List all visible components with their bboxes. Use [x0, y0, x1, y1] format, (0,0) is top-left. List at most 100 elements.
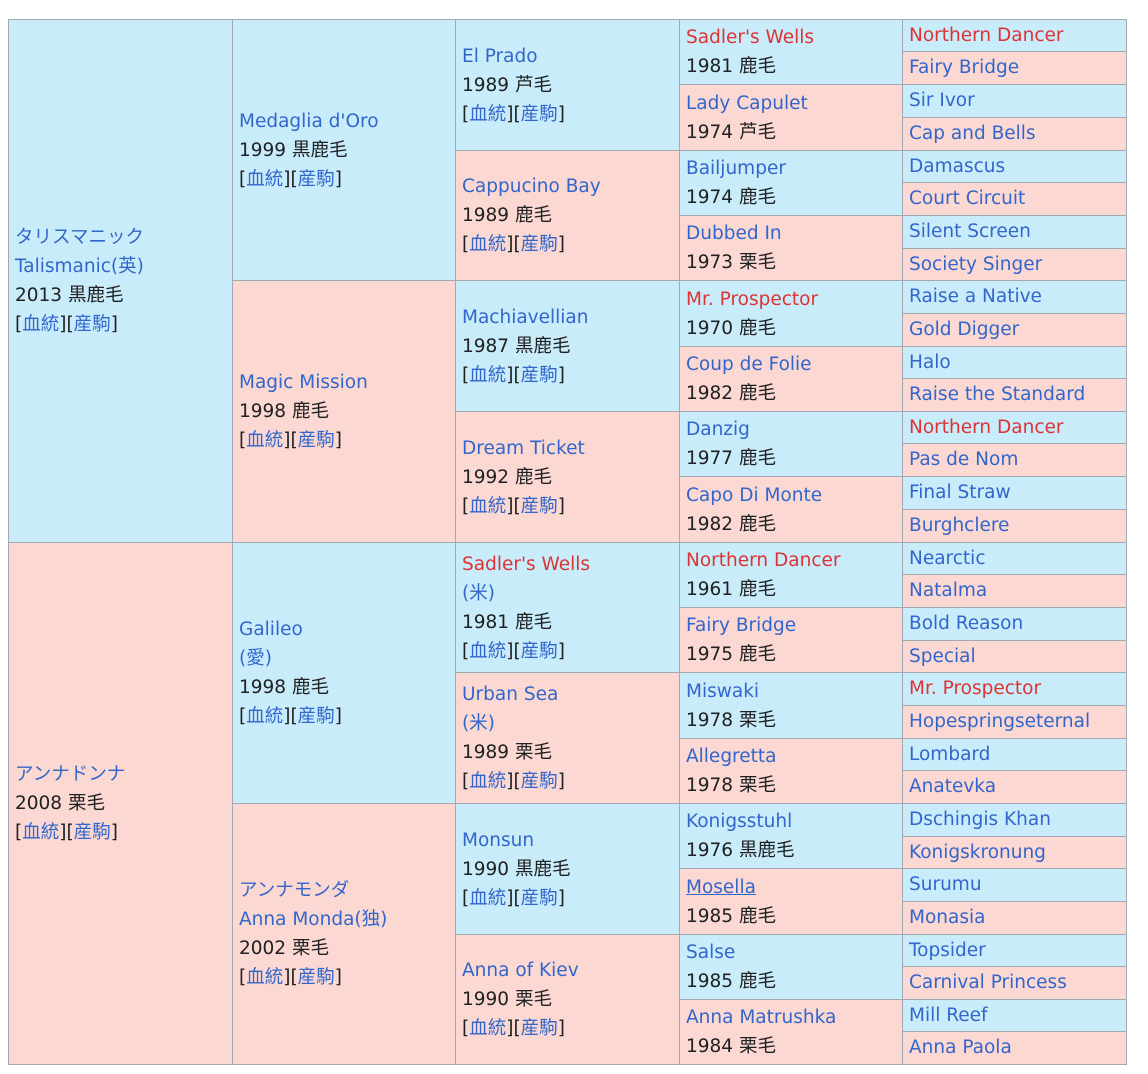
horse-name-link[interactable]: Salse: [686, 942, 736, 963]
horse-name-link[interactable]: アンナモンダ: [239, 880, 350, 901]
pedigree-link[interactable]: 血統: [469, 103, 507, 125]
horse-name-link[interactable]: Danzig: [686, 419, 750, 440]
horse-name-link[interactable]: Sir Ivor: [909, 90, 975, 111]
horse-birth-coat: 1970 鹿毛: [686, 317, 776, 339]
horse-name-link[interactable]: Monsun: [462, 829, 535, 851]
horse-name-link[interactable]: Dschingis Khan: [909, 809, 1051, 830]
horse-country-link[interactable]: (愛): [239, 648, 272, 669]
progeny-link[interactable]: 産駒: [520, 103, 558, 125]
horse-name-link[interactable]: Final Straw: [909, 482, 1011, 503]
horse-name-link[interactable]: Northern Dancer: [686, 550, 841, 571]
horse-name-link[interactable]: Miswaki: [686, 680, 760, 702]
horse-name-link[interactable]: Konigsstuhl: [686, 811, 793, 832]
horse-name-link[interactable]: Capo Di Monte: [686, 484, 823, 506]
horse-name-link[interactable]: Society Singer: [909, 253, 1043, 275]
horse-country-link[interactable]: (米): [462, 713, 495, 734]
horse-name-link[interactable]: アンナドンナ: [15, 764, 126, 785]
pedigree-link[interactable]: 血統: [246, 430, 284, 451]
horse-name-link[interactable]: Carnival Princess: [909, 972, 1067, 993]
progeny-link[interactable]: 産駒: [520, 364, 558, 386]
horse-name-link[interactable]: Bailjumper: [686, 158, 786, 179]
gen3-cell: Sadler's Wells (米) 1981 鹿毛 [血統][産駒]: [455, 542, 680, 673]
horse-name-link[interactable]: Konigskronung: [909, 841, 1046, 863]
pedigree-link[interactable]: 血統: [246, 706, 284, 727]
horse-name-link[interactable]: Magic Mission: [239, 372, 368, 393]
horse-birth-coat: 1961 鹿毛: [686, 579, 776, 600]
horse-alt-name-link[interactable]: Talismanic(英): [15, 256, 144, 277]
horse-name-link[interactable]: Mr. Prospector: [686, 288, 819, 310]
horse-name-link[interactable]: Galileo: [239, 619, 303, 640]
horse-name-link[interactable]: Allegretta: [686, 746, 777, 767]
horse-name-link[interactable]: Cappucino Bay: [462, 176, 601, 197]
horse-name-link[interactable]: Raise a Native: [909, 286, 1042, 307]
pedigree-link[interactable]: 血統: [469, 364, 507, 386]
horse-name-link[interactable]: Machiavellian: [462, 306, 589, 328]
horse-name-link[interactable]: Burghclere: [909, 515, 1010, 536]
horse-name-link[interactable]: El Prado: [462, 45, 538, 67]
progeny-link[interactable]: 産駒: [297, 430, 335, 451]
horse-name-link[interactable]: Lombard: [909, 743, 991, 765]
horse-links: [血統][産駒]: [239, 967, 342, 988]
progeny-link[interactable]: 産駒: [520, 1018, 558, 1039]
horse-name-link[interactable]: Mill Reef: [909, 1004, 988, 1026]
horse-name-link[interactable]: Nearctic: [909, 547, 986, 569]
horse-name-link[interactable]: Surumu: [909, 874, 982, 895]
horse-name-link[interactable]: Special: [909, 645, 976, 667]
horse-name-link[interactable]: Anna Matrushka: [686, 1007, 837, 1028]
horse-name-link[interactable]: Raise the Standard: [909, 384, 1086, 405]
horse-name-link[interactable]: Topsider: [909, 939, 986, 961]
horse-name-link[interactable]: Urban Sea: [462, 684, 559, 705]
pedigree-link[interactable]: 血統: [246, 967, 284, 988]
horse-name-link[interactable]: Medaglia d'Oro: [239, 110, 379, 132]
horse-name-link[interactable]: Natalma: [909, 580, 988, 601]
progeny-link[interactable]: 産駒: [297, 967, 335, 988]
pedigree-link[interactable]: 血統: [469, 1018, 507, 1039]
progeny-link[interactable]: 産駒: [520, 771, 558, 792]
progeny-link[interactable]: 産駒: [520, 887, 558, 909]
pedigree-link[interactable]: 血統: [22, 822, 60, 843]
gen3-cell: Cappucino Bay 1989 鹿毛 [血統][産駒]: [455, 150, 680, 281]
horse-name-link[interactable]: Bold Reason: [909, 613, 1024, 634]
horse-name-link[interactable]: Silent Screen: [909, 221, 1031, 242]
horse-name-link[interactable]: Monasia: [909, 907, 986, 928]
pedigree-link[interactable]: 血統: [469, 495, 507, 517]
progeny-link[interactable]: 産駒: [520, 234, 558, 255]
progeny-link[interactable]: 産駒: [73, 822, 111, 843]
horse-name-link[interactable]: Court Circuit: [909, 188, 1026, 209]
horse-name-link[interactable]: Gold Digger: [909, 319, 1020, 340]
progeny-link[interactable]: 産駒: [520, 640, 558, 662]
horse-name-link[interactable]: Mr. Prospector: [909, 678, 1042, 699]
horse-name-link[interactable]: タリスマニック: [15, 227, 144, 248]
horse-name-link[interactable]: Mosella: [686, 876, 756, 898]
horse-name-link[interactable]: Halo: [909, 351, 951, 373]
horse-name-link[interactable]: Northern Dancer: [909, 416, 1064, 438]
horse-name-link[interactable]: Anna of Kiev: [462, 960, 579, 981]
horse-name-link[interactable]: Dubbed In: [686, 223, 782, 244]
pedigree-link[interactable]: 血統: [469, 640, 507, 662]
horse-name-link[interactable]: Sadler's Wells: [686, 27, 815, 48]
horse-name-link[interactable]: Cap and Bells: [909, 123, 1036, 144]
horse-country-link[interactable]: (米): [462, 582, 495, 604]
horse-name-link[interactable]: Anna Paola: [909, 1037, 1012, 1058]
horse-name-link[interactable]: Fairy Bridge: [909, 57, 1020, 78]
progeny-link[interactable]: 産駒: [73, 314, 111, 335]
progeny-link[interactable]: 産駒: [297, 706, 335, 727]
pedigree-link[interactable]: 血統: [22, 314, 60, 335]
horse-name-link[interactable]: Fairy Bridge: [686, 615, 797, 636]
pedigree-link[interactable]: 血統: [469, 771, 507, 792]
horse-name-link[interactable]: Pas de Nom: [909, 449, 1019, 470]
horse-name-link[interactable]: Coup de Folie: [686, 354, 812, 375]
horse-name-link[interactable]: Anatevka: [909, 776, 997, 797]
horse-name-link[interactable]: Damascus: [909, 155, 1006, 177]
horse-name-link[interactable]: Dream Ticket: [462, 437, 585, 459]
horse-name-link[interactable]: Lady Capulet: [686, 92, 808, 114]
horse-alt-name-link[interactable]: Anna Monda(独): [239, 909, 388, 930]
progeny-link[interactable]: 産駒: [520, 495, 558, 517]
pedigree-link[interactable]: 血統: [246, 168, 284, 190]
horse-name-link[interactable]: Northern Dancer: [909, 24, 1064, 46]
progeny-link[interactable]: 産駒: [297, 168, 335, 190]
pedigree-link[interactable]: 血統: [469, 234, 507, 255]
pedigree-link[interactable]: 血統: [469, 887, 507, 909]
horse-name-link[interactable]: Hopespringseternal: [909, 711, 1091, 732]
horse-name-link[interactable]: Sadler's Wells: [462, 553, 591, 575]
